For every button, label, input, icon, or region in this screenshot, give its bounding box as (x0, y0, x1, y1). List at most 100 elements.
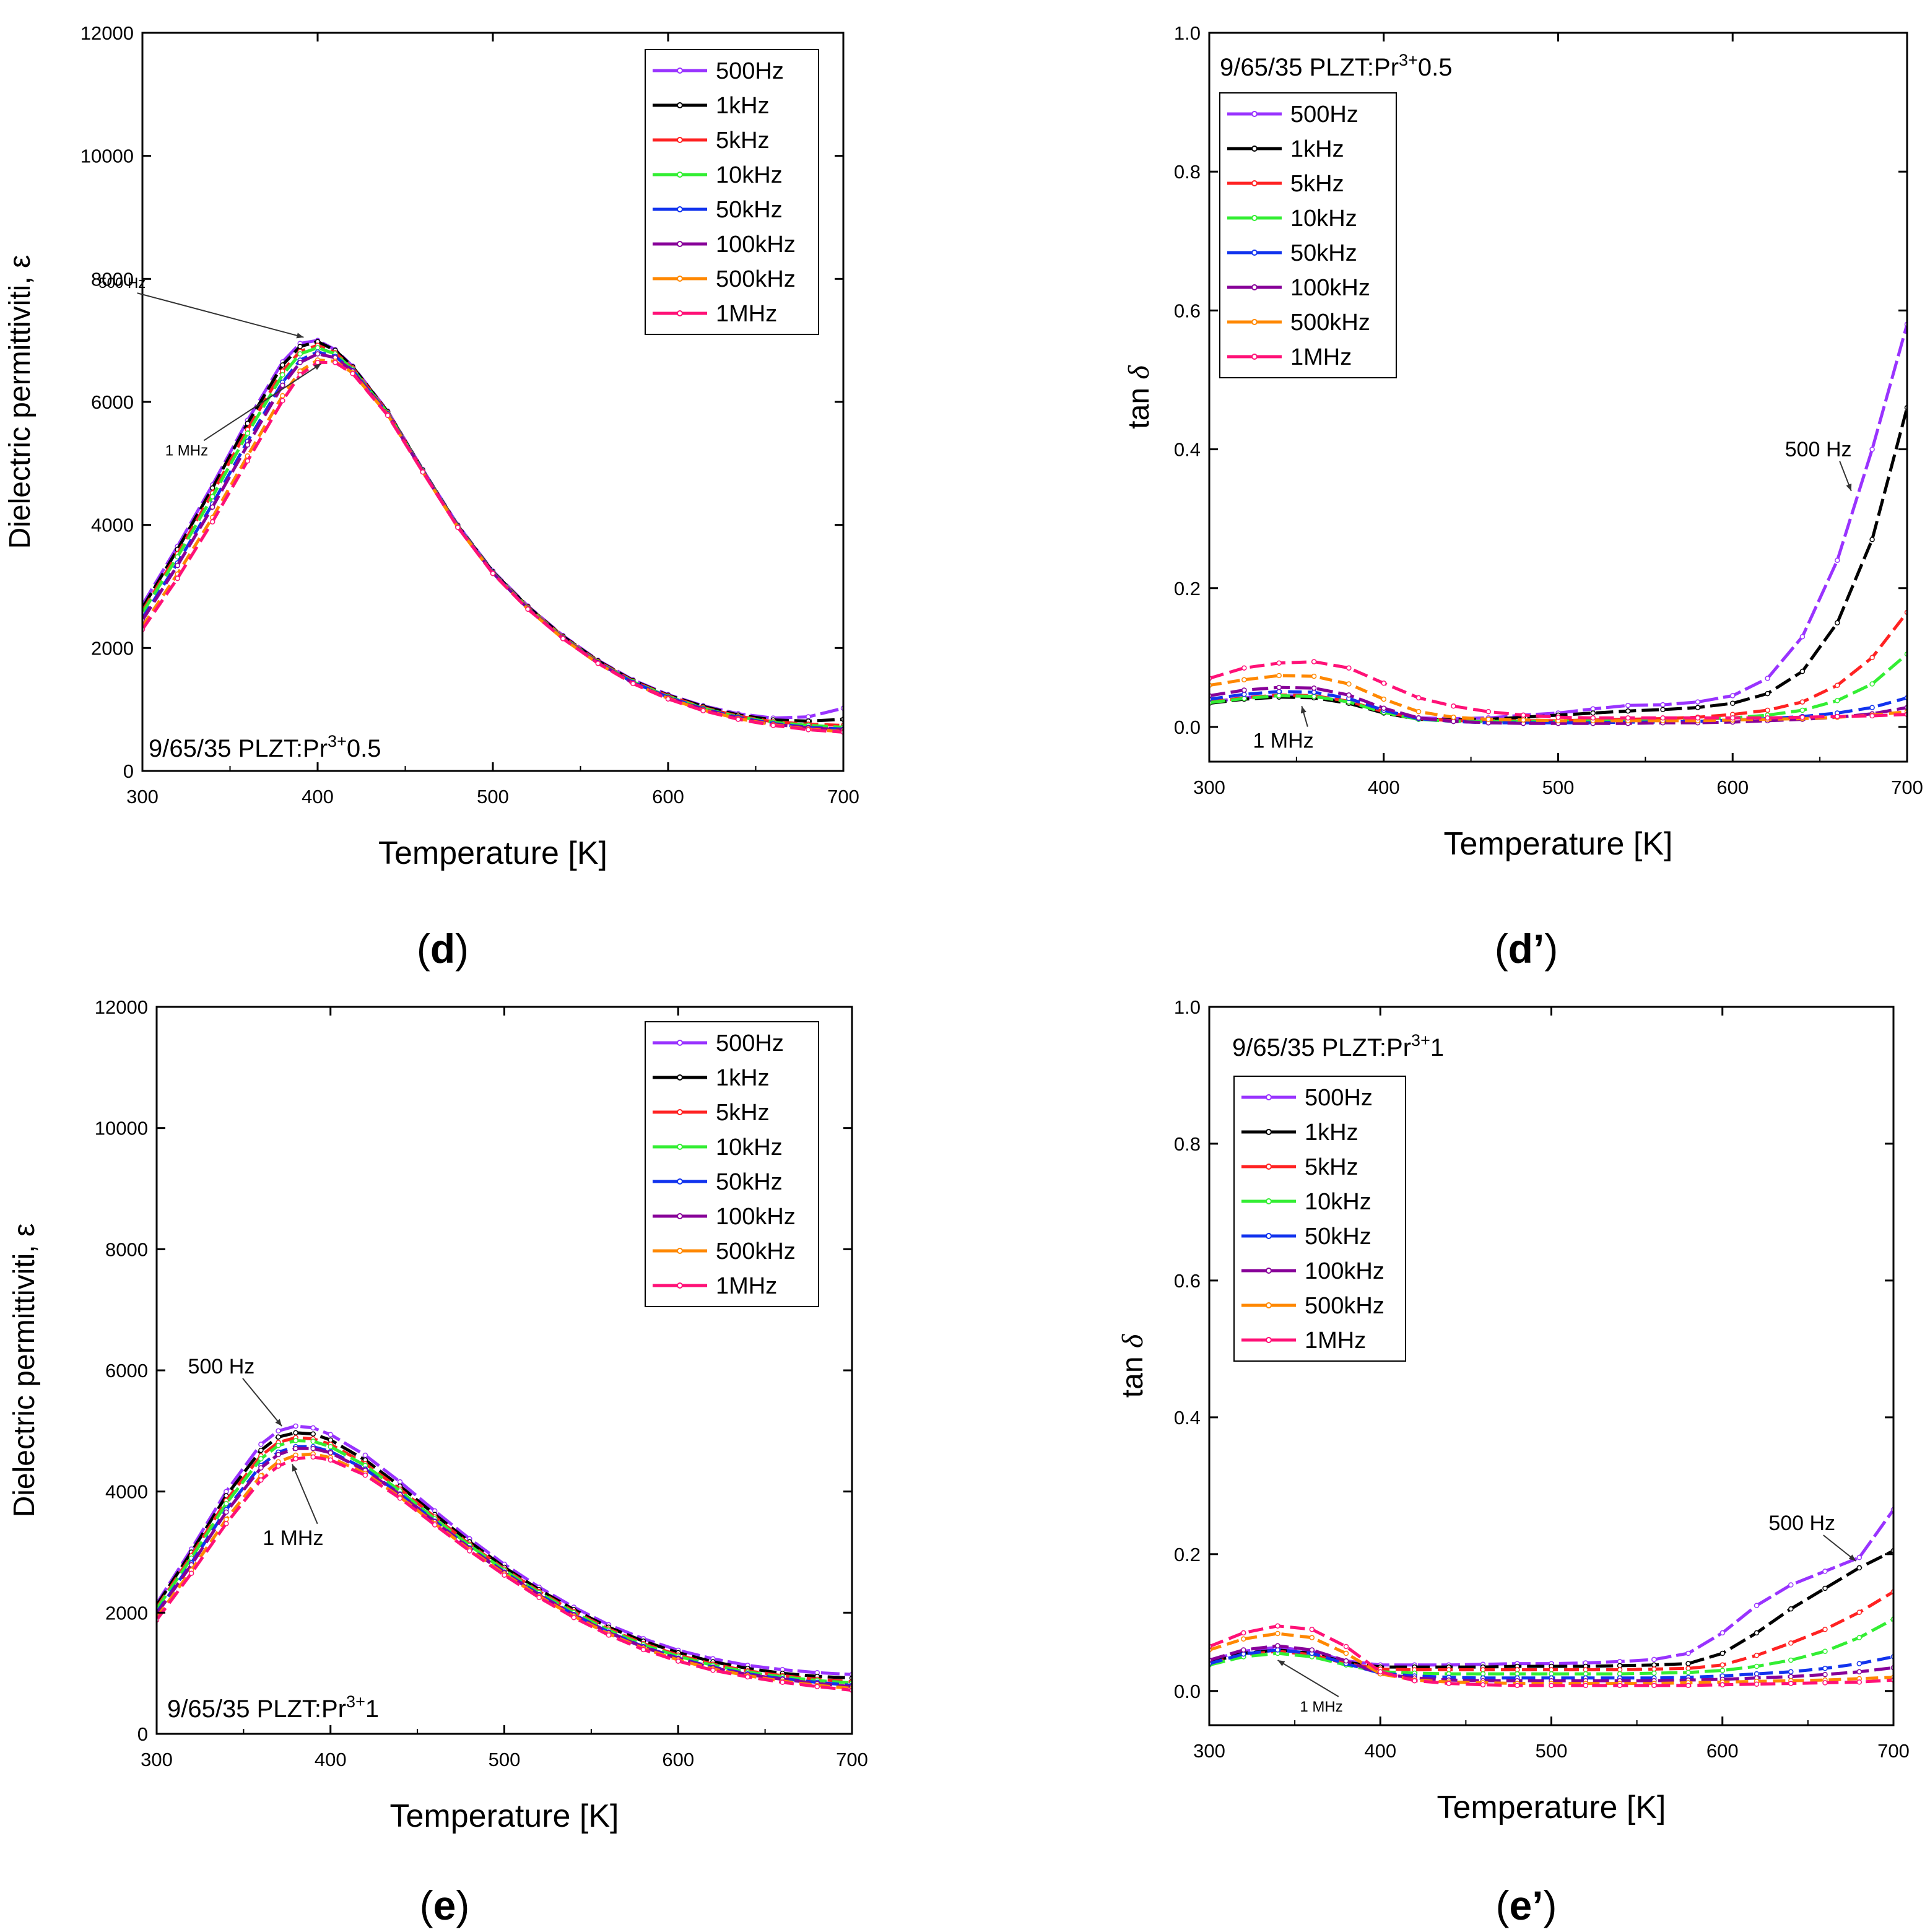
data-point-10kHz (297, 351, 303, 357)
data-point-500Hz (310, 1425, 316, 1431)
y-tick-label: 8000 (105, 1238, 148, 1260)
y-axis-label-symbol: δ (1116, 1334, 1149, 1348)
series-line-10kHz (1209, 1617, 1893, 1676)
data-point-1kHz (310, 1431, 316, 1437)
data-point-1MHz (333, 360, 338, 365)
legend-label-500Hz: 500Hz (716, 58, 784, 84)
data-point-500kHz (1309, 1635, 1315, 1640)
x-tick-label: 300 (126, 786, 159, 807)
data-point-1MHz (676, 1658, 681, 1664)
legend-marker-1kHz (677, 102, 683, 108)
sample-annotation-sup: 3+ (1399, 51, 1418, 69)
data-point-1MHz (280, 398, 285, 404)
y-axis-label: tan δ (1116, 1334, 1149, 1398)
data-point-500Hz (1835, 557, 1840, 564)
legend-marker-100kHz (677, 241, 683, 247)
legend-label-5kHz: 5kHz (1290, 171, 1344, 197)
data-point-500kHz (224, 1516, 229, 1522)
data-point-1MHz (1695, 715, 1701, 721)
data-point-1kHz (1695, 705, 1701, 710)
y-tick-label: 2000 (91, 637, 134, 659)
legend-marker-100kHz (677, 1213, 683, 1219)
legend-label-10kHz: 10kHz (1305, 1189, 1371, 1215)
legend-label-500Hz: 500Hz (1305, 1085, 1373, 1111)
y-tick-label: 1.0 (1174, 22, 1201, 44)
x-tick-label: 700 (1891, 777, 1923, 798)
data-point-1MHz (806, 727, 811, 733)
legend-marker-1kHz (1251, 146, 1258, 152)
callout-arrowhead (1277, 1660, 1285, 1666)
data-point-500kHz (1415, 709, 1422, 715)
data-point-1MHz (595, 660, 601, 666)
legend-box (645, 1021, 819, 1307)
data-point-1MHz (560, 636, 566, 642)
x-tick-label: 400 (302, 786, 334, 807)
x-tick-label: 300 (1193, 1740, 1225, 1762)
legend-marker-50kHz (1266, 1233, 1272, 1239)
data-point-50kHz (1869, 705, 1875, 710)
series-line-1MHz (142, 360, 843, 734)
panel-label-letter: d (430, 926, 455, 972)
data-point-100kHz (328, 1450, 334, 1456)
data-point-500Hz (1754, 1603, 1760, 1608)
data-point-500Hz (362, 1452, 368, 1458)
data-point-500Hz (1651, 1656, 1657, 1663)
legend-label-10kHz: 10kHz (1290, 206, 1357, 232)
data-point-1MHz (1590, 715, 1596, 721)
data-point-1MHz (1583, 1682, 1589, 1689)
data-point-100kHz (175, 562, 180, 568)
x-tick-label: 700 (1877, 1740, 1910, 1762)
data-point-1MHz (209, 519, 215, 524)
legend-marker-50kHz (677, 1178, 683, 1185)
data-point-10kHz (1719, 1668, 1726, 1673)
callout-arrowhead (292, 1464, 298, 1472)
data-point-1kHz (280, 362, 285, 368)
legend-label-500kHz: 500kHz (716, 266, 796, 292)
callout-arrowhead (1846, 483, 1852, 491)
series-line-1kHz (142, 340, 843, 723)
chart-panel-d2: 300 400 500 600 700 0.0 0.2 0.4 0.6 0.8 1.0 Tempera… (1123, 22, 1923, 972)
sample-annotation-main: 9/65/35 PLZT:Pr (167, 1695, 346, 1723)
data-point-10kHz (1754, 1663, 1760, 1669)
data-point-1MHz (1660, 715, 1666, 721)
data-point-1MHz (1378, 1669, 1383, 1675)
data-point-10kHz (1869, 681, 1875, 687)
legend-label-500Hz: 500Hz (716, 1030, 784, 1056)
series-line-5kHz (142, 344, 843, 727)
legend-label-50kHz: 50kHz (1305, 1224, 1371, 1250)
data-point-500kHz (1241, 1636, 1246, 1642)
callout-arrow (292, 1464, 318, 1525)
x-tick-label: 600 (662, 1749, 694, 1770)
callout-arrowhead (275, 1419, 282, 1427)
data-point-1MHz (1555, 715, 1561, 720)
series-line-500Hz (142, 339, 843, 720)
legend-marker-5kHz (677, 1109, 683, 1115)
panel-label-open: ( (1495, 926, 1508, 972)
data-point-1MHz (1412, 1677, 1417, 1684)
data-point-100kHz (224, 1509, 229, 1515)
legend-marker-500Hz (1266, 1094, 1272, 1100)
data-point-100kHz (1275, 1643, 1280, 1649)
data-point-100kHz (276, 1451, 281, 1458)
series-line-1MHz (157, 1455, 852, 1692)
y-axis-label-main: tan (1116, 1348, 1149, 1398)
data-point-500kHz (276, 1459, 281, 1464)
x-tick-label: 700 (836, 1749, 868, 1770)
data-point-100kHz (1241, 687, 1247, 693)
data-point-1MHz (1309, 1627, 1315, 1632)
data-point-5kHz (1765, 707, 1770, 713)
callout-arrow (1277, 1660, 1339, 1697)
callout-arrowhead (313, 363, 321, 370)
data-point-100kHz (280, 382, 285, 388)
panel-label: (d) (417, 926, 469, 972)
legend-marker-5kHz (1251, 180, 1258, 186)
data-point-1MHz (1311, 659, 1317, 664)
legend: 500Hz 1kHz 5kHz 10kHz 50kHz 100kHz 500kHz 1MHz (1233, 1076, 1406, 1362)
data-point-1MHz (1520, 712, 1526, 718)
data-point-10kHz (315, 345, 321, 350)
data-point-1MHz (814, 1684, 820, 1689)
data-point-1MHz (224, 1521, 229, 1526)
legend: 500Hz 1kHz 5kHz 10kHz 50kHz 100kHz 500kHz 1MHz (645, 49, 819, 335)
data-point-1MHz (536, 1595, 542, 1601)
sample-annotation: 9/65/35 PLZT:Pr3+0.5 (149, 732, 381, 762)
